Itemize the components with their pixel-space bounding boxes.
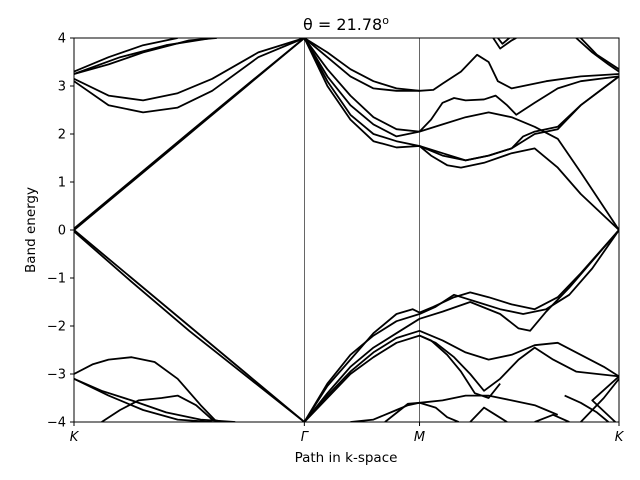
x-tick-label: K bbox=[70, 430, 80, 445]
band-line-33 bbox=[469, 406, 508, 422]
y-tick-label: 4 bbox=[58, 32, 66, 47]
x-tick-label: M bbox=[414, 430, 425, 445]
band-line-3 bbox=[74, 230, 305, 422]
chart-title-main: θ = 21.78 bbox=[303, 15, 382, 34]
band-line-22 bbox=[303, 229, 619, 422]
band-line-11 bbox=[303, 38, 619, 133]
band-line-6 bbox=[74, 38, 305, 102]
chart-title-superscript: o bbox=[382, 14, 389, 27]
band-line-20 bbox=[580, 38, 619, 70]
y-tick-label: 3 bbox=[58, 80, 66, 95]
band-line-15 bbox=[419, 111, 619, 231]
band-line-19 bbox=[575, 38, 619, 73]
band-line-28 bbox=[74, 377, 236, 422]
band-line-14 bbox=[303, 38, 619, 231]
x-tick-label: Γ bbox=[301, 430, 310, 445]
y-tick-label: −3 bbox=[47, 368, 66, 383]
band-line-29 bbox=[74, 356, 218, 422]
band-line-5 bbox=[74, 38, 178, 73]
band-line-32 bbox=[384, 394, 559, 422]
band-line-21 bbox=[303, 229, 619, 422]
band-line-25 bbox=[303, 334, 619, 422]
chart-title: θ = 21.78o bbox=[303, 14, 389, 34]
y-tick-label: 2 bbox=[58, 128, 66, 143]
band-line-8 bbox=[74, 38, 217, 75]
band-line-26 bbox=[419, 334, 501, 399]
y-tick-label: −1 bbox=[47, 272, 66, 287]
band-line-18 bbox=[497, 38, 510, 45]
band-line-2 bbox=[74, 229, 305, 422]
band-line-9 bbox=[303, 38, 619, 92]
band-line-24 bbox=[303, 329, 619, 422]
band-line-34 bbox=[534, 413, 570, 422]
band-line-12 bbox=[303, 38, 420, 138]
band-line-4 bbox=[74, 38, 213, 75]
band-line-27 bbox=[74, 377, 213, 422]
band-lines bbox=[74, 38, 619, 422]
band-line-7 bbox=[74, 38, 305, 114]
band-line-17 bbox=[492, 38, 517, 50]
y-tick-label: −2 bbox=[47, 320, 66, 335]
y-tick-label: 1 bbox=[58, 176, 66, 191]
band-line-35 bbox=[564, 394, 609, 422]
band-line-10 bbox=[303, 38, 420, 92]
band-line-30 bbox=[101, 394, 224, 422]
x-tick-label: K bbox=[615, 430, 625, 445]
x-axis-title: Path in k-space bbox=[295, 450, 398, 466]
y-axis-title: Band energy bbox=[23, 187, 39, 273]
y-tick-label: 0 bbox=[58, 224, 66, 239]
vertical-reference-lines bbox=[304, 38, 420, 422]
band-line-37 bbox=[580, 378, 619, 422]
y-axis-ticks: −4 −3 −2 −1 0 1 2 3 4 bbox=[47, 32, 74, 431]
y-tick-label: −4 bbox=[47, 416, 66, 431]
band-line-36 bbox=[591, 375, 619, 422]
band-line-1 bbox=[74, 38, 305, 230]
band-line-16 bbox=[419, 75, 619, 162]
band-line-23 bbox=[303, 229, 619, 422]
